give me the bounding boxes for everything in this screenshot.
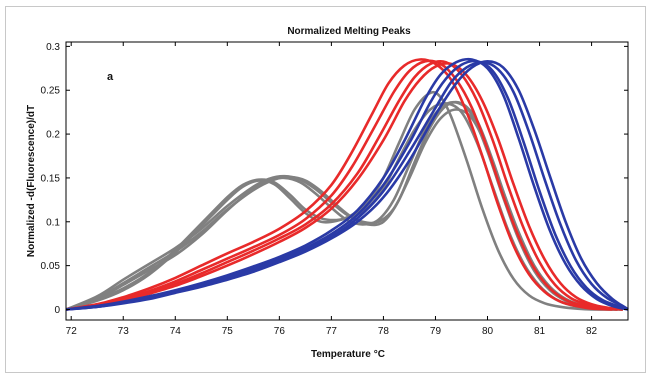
series-1-curve-0 bbox=[65, 58, 613, 311]
x-axis-label: Temperature bbox=[311, 349, 371, 360]
x-tick-label-6: 78 bbox=[378, 326, 390, 337]
x-tick-label-9: 81 bbox=[534, 326, 546, 337]
x-tick-label-10: 82 bbox=[586, 326, 598, 337]
y-axis-title: Normalized -d(Fluorescence)/dT bbox=[26, 105, 37, 257]
series-1-curve-1 bbox=[65, 59, 618, 311]
x-tick-label-2: 74 bbox=[170, 326, 182, 337]
x-tick-label-1: 73 bbox=[118, 326, 130, 337]
x-tick-label-0: 72 bbox=[66, 326, 78, 337]
y-tick-label-3: 0.15 bbox=[41, 173, 61, 184]
y-tick-label-0: 0 bbox=[54, 305, 60, 316]
y-tick-label-6: 0.3 bbox=[46, 42, 60, 53]
chart-title: Normalized Melting Peaks bbox=[287, 26, 411, 37]
x-axis-title: Temperature °C bbox=[311, 349, 385, 360]
x-tick-label-7: 79 bbox=[430, 326, 442, 337]
y-tick-label-2: 0.1 bbox=[46, 217, 60, 228]
curves-layer bbox=[65, 57, 629, 311]
series-1-curve-2 bbox=[65, 59, 623, 311]
series-2-curve-3 bbox=[65, 60, 629, 311]
ticks-layer: 72 73 74 75 76 77 78 79 80 81 82 0 0.05 0.1 0.15 0.2 0.2… bbox=[41, 42, 628, 337]
series-1-curve-3 bbox=[65, 62, 623, 311]
series-0-curve-2 bbox=[65, 100, 623, 311]
y-tick-label-1: 0.05 bbox=[41, 261, 61, 272]
y-tick-label-4: 0.2 bbox=[46, 130, 60, 141]
panel-label: a bbox=[107, 71, 114, 83]
x-tick-label-8: 80 bbox=[482, 326, 494, 337]
x-tick-label-4: 76 bbox=[274, 326, 286, 337]
y-tick-label-5: 0.25 bbox=[41, 86, 61, 97]
x-tick-label-3: 75 bbox=[222, 326, 234, 337]
x-tick-label-5: 77 bbox=[326, 326, 338, 337]
series-0-curve-0 bbox=[65, 90, 618, 311]
plot-area-box bbox=[65, 41, 629, 321]
x-axis-unit: °C bbox=[374, 349, 385, 360]
